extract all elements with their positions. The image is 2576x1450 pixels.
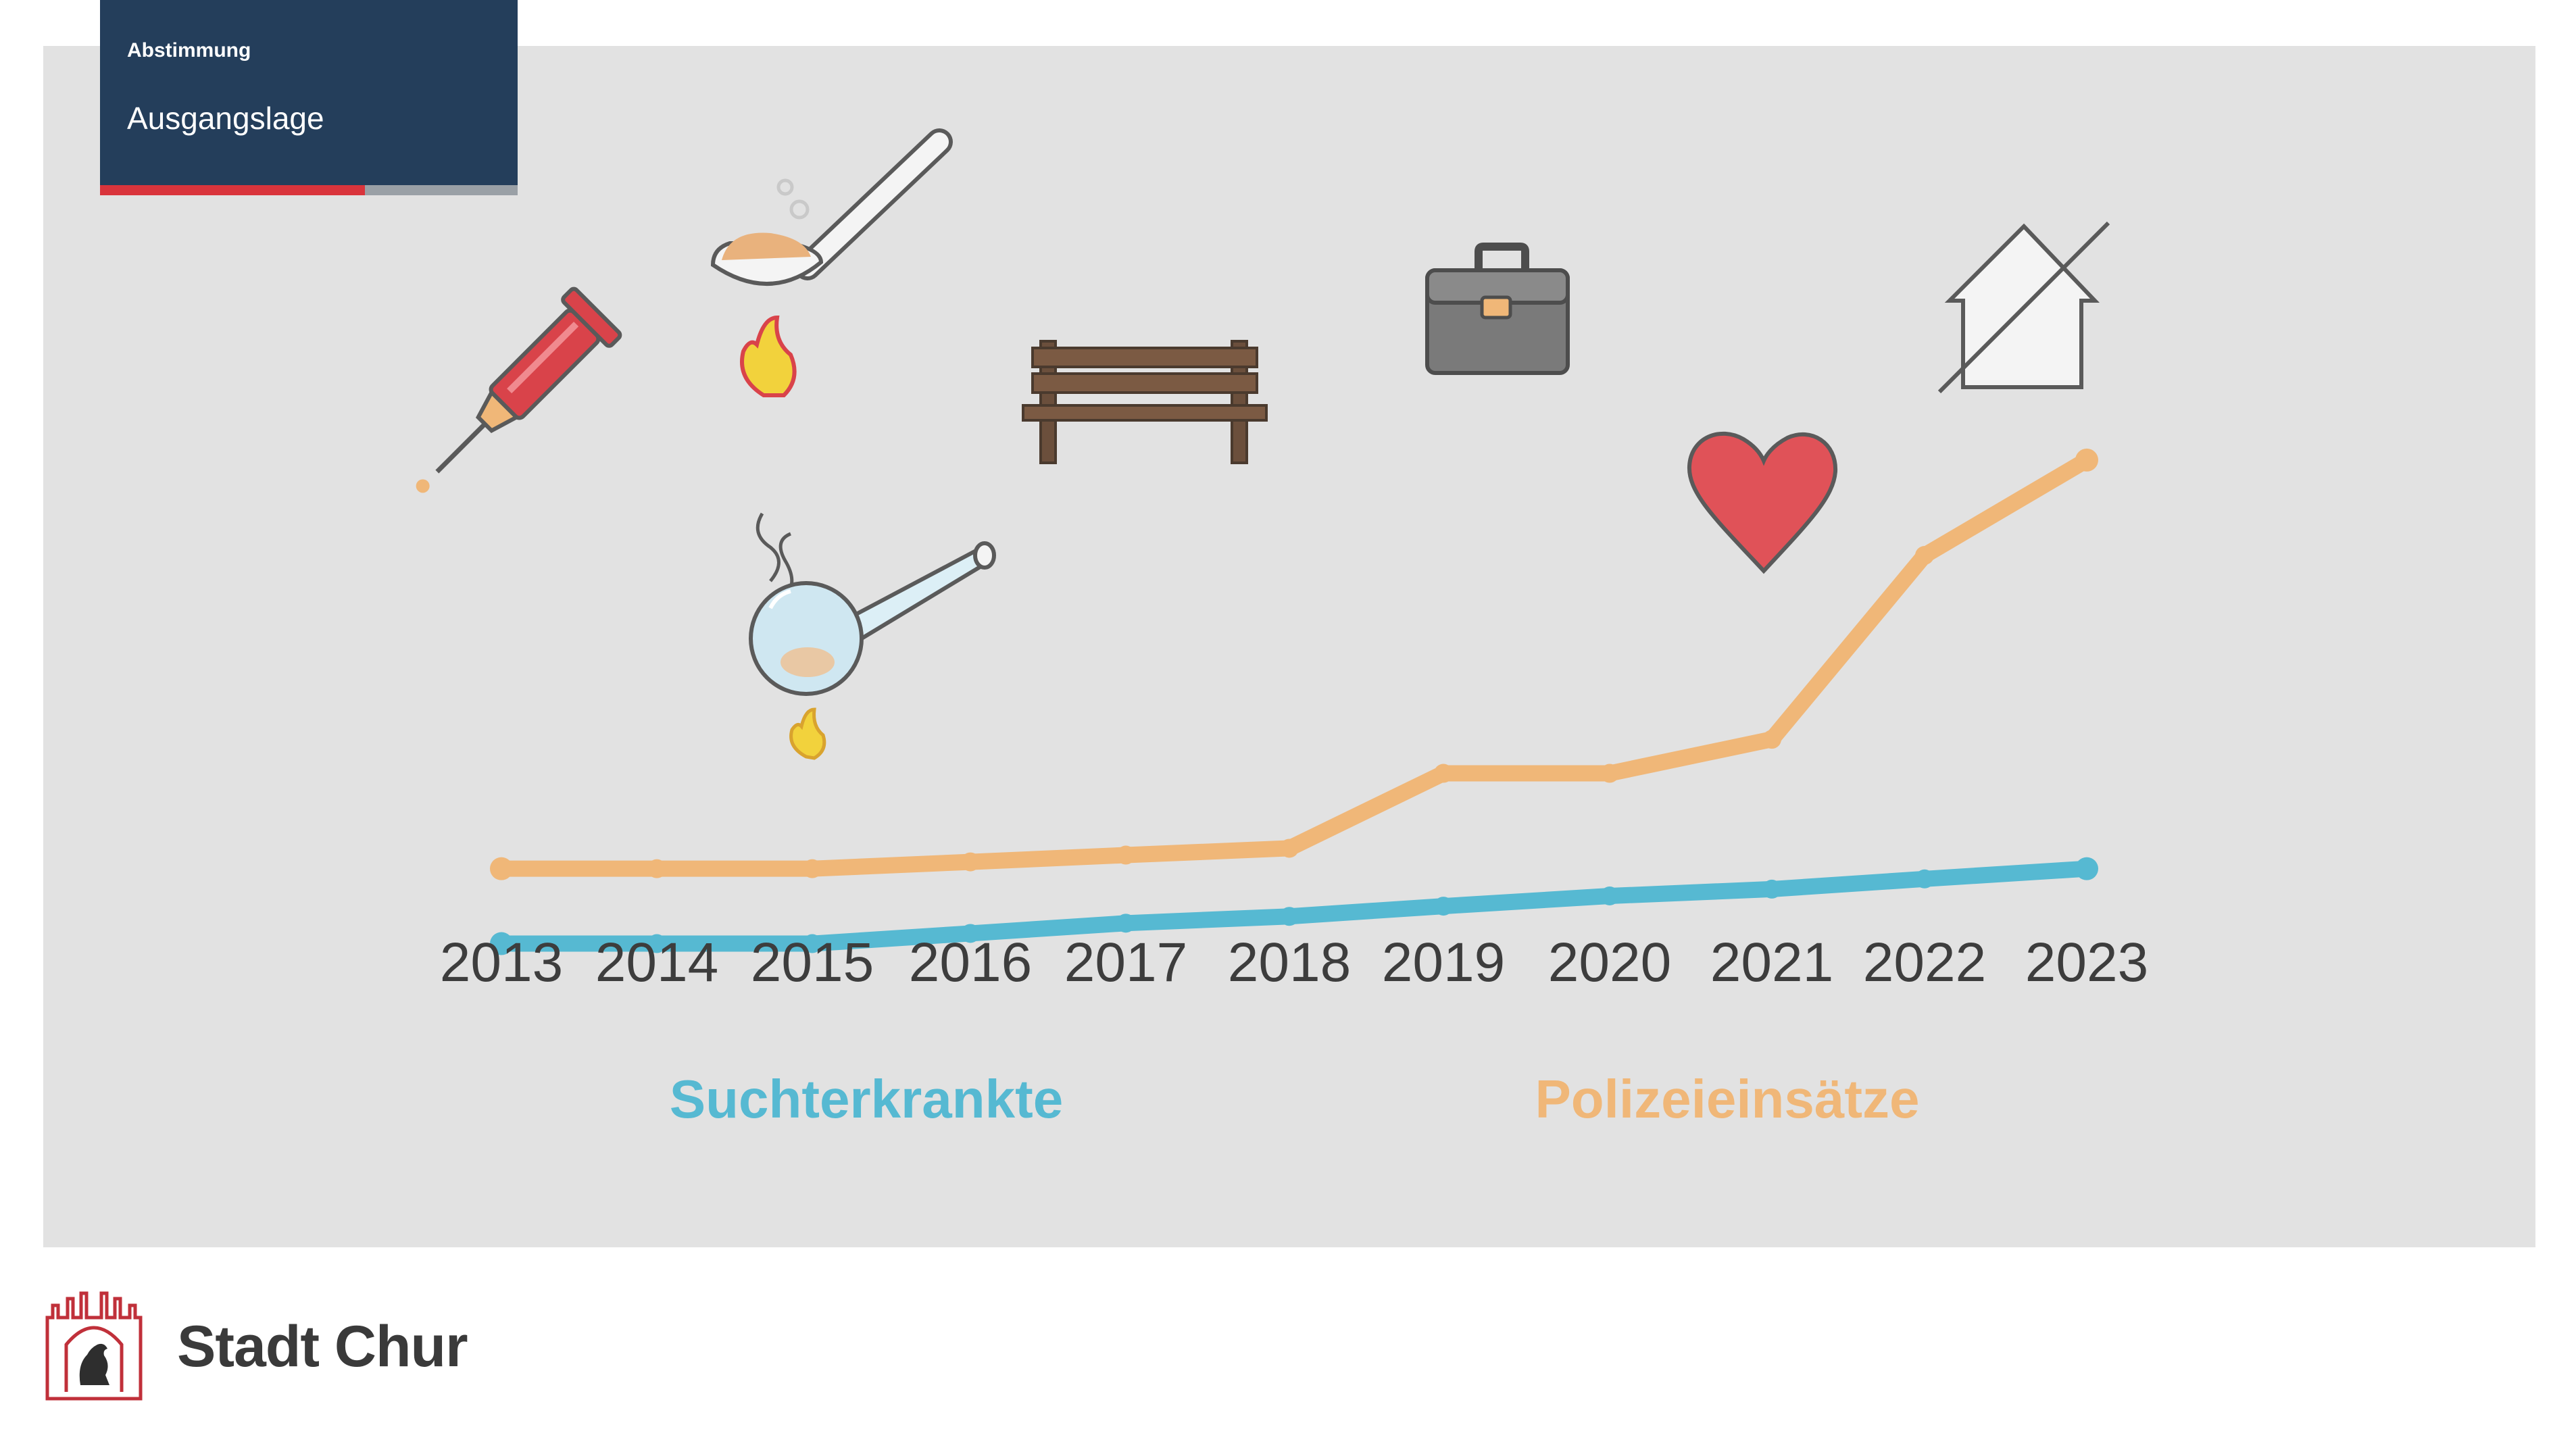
data-point [1280,907,1299,926]
data-point [1915,869,1934,889]
series-1 [490,448,2098,880]
data-point [490,932,513,955]
data-point [803,934,822,953]
brand-name: Stadt Chur [177,1314,468,1379]
x-tick-label: 2017 [1064,932,1187,993]
accent-bar-red [100,185,365,195]
header-accent-bar [100,185,518,195]
header-box: Abstimmung Ausgangslage [100,0,518,185]
legend-label: Polizeieinsätze [1535,1069,1919,1129]
spoon-icon [710,128,953,397]
syringe-icon [416,286,622,493]
data-point [1434,897,1453,916]
legend: Suchterkrankte Polizeieinsätze [670,1069,1920,1129]
data-point [647,934,666,953]
data-point [1434,764,1453,783]
x-tick-label: 2015 [751,932,874,993]
data-point [1600,886,1619,905]
slide-background [43,46,2535,1247]
data-point [490,857,513,880]
accent-bar-grey [365,185,518,195]
x-tick-label: 2019 [1382,932,1505,993]
x-axis-ticks: 2013 2014 2015 2016 2017 2018 2019 2020 2021 2022… [440,932,2148,993]
data-point [1116,845,1135,865]
header-kicker: Abstimmung [127,39,251,61]
series-line [493,451,2095,877]
heart-icon [1687,431,1838,574]
stadt-chur-logo [45,1291,143,1401]
header-title: Ausgangslage [127,101,324,136]
data-point [1762,730,1781,749]
data-point [2075,857,2098,880]
legend-label: Suchterkrankte [670,1069,1063,1129]
crossed-house-icon [1937,221,2110,394]
series-layer [490,448,2098,955]
data-point [803,859,822,878]
data-point [647,859,666,878]
x-tick-label: 2023 [2025,932,2148,993]
x-tick-label: 2020 [1548,932,1671,993]
data-point [961,924,980,943]
x-tick-label: 2013 [440,932,563,993]
data-point [2075,448,2098,472]
x-tick-label: 2021 [1710,932,1833,993]
data-point [1280,839,1299,858]
glass-pipe-icon [749,512,996,760]
x-tick-label: 2014 [595,932,718,993]
briefcase-icon [1425,243,1570,375]
x-tick-label: 2022 [1863,932,1986,993]
series-2 [490,857,2098,955]
data-point [961,852,980,872]
x-tick-label: 2018 [1228,932,1351,993]
data-point [1915,546,1934,565]
data-point [1116,914,1135,933]
data-point [1600,764,1619,783]
bench-icon [1022,340,1268,464]
data-point [1762,879,1781,899]
x-tick-label: 2016 [909,932,1032,993]
